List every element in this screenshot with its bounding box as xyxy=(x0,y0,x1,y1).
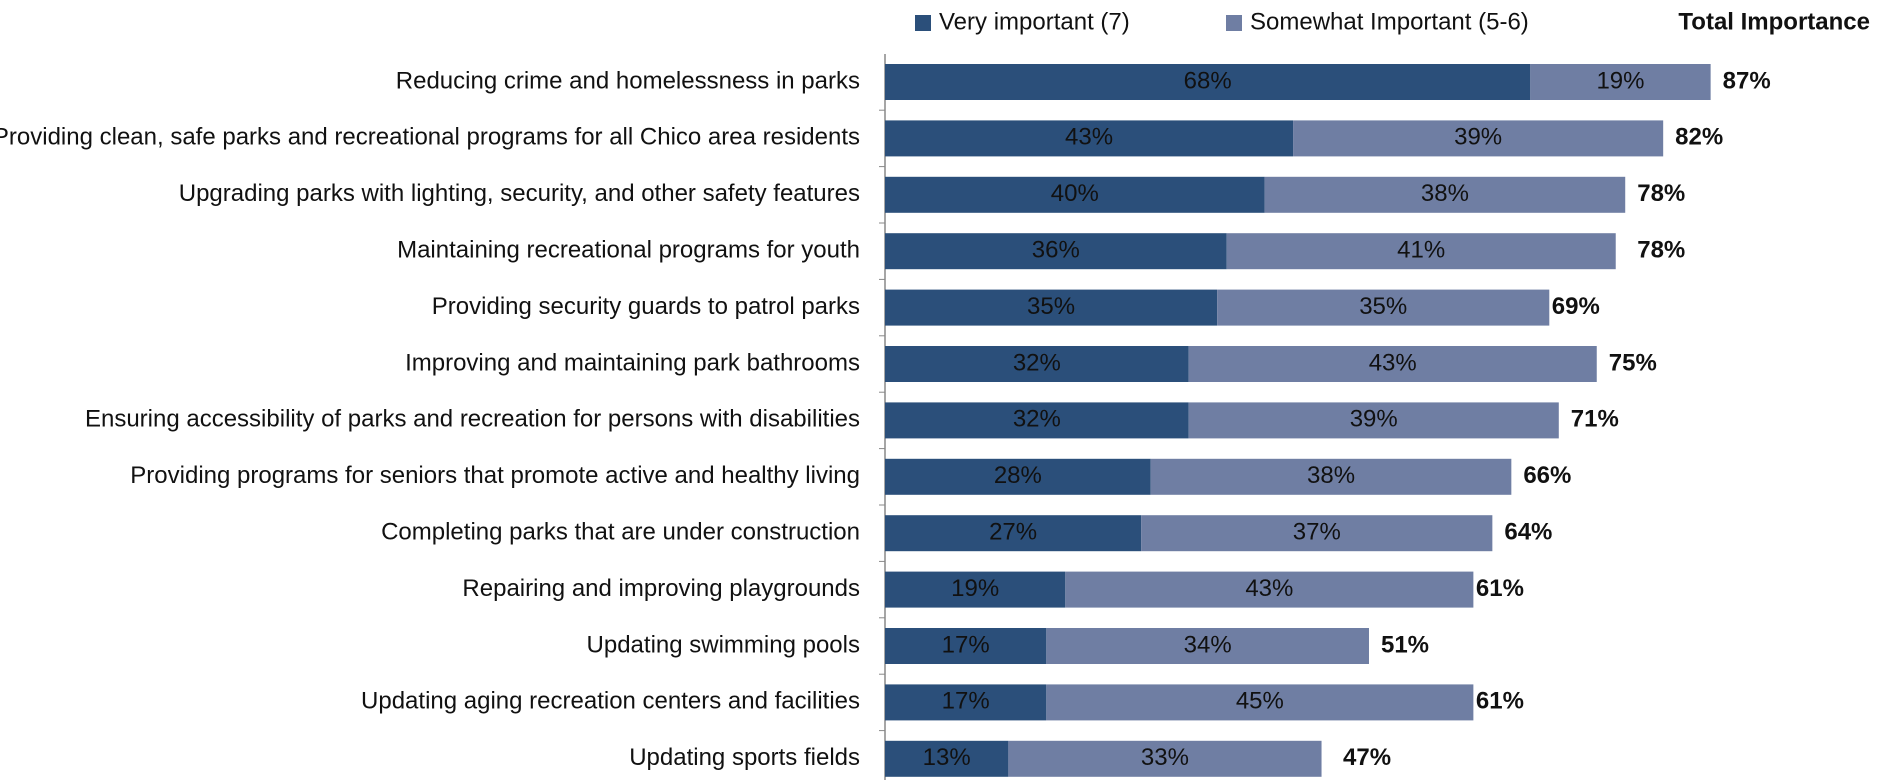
bar-segment xyxy=(1217,289,1550,326)
category-label: Upgrading parks with lighting, security,… xyxy=(179,180,860,207)
value-label: 41% xyxy=(1397,237,1445,264)
legend-label: Somewhat Important (5-6) xyxy=(1250,8,1529,35)
total-label: 69% xyxy=(1552,293,1600,320)
value-label: 28% xyxy=(994,462,1042,489)
bar-segment xyxy=(885,684,1047,721)
bar-segment xyxy=(885,515,1142,552)
category-label: Completing parks that are under construc… xyxy=(381,519,860,546)
bar-segment xyxy=(1293,120,1664,157)
total-label: 82% xyxy=(1675,124,1723,151)
value-label: 37% xyxy=(1293,519,1341,546)
category-label: Updating aging recreation centers and fa… xyxy=(361,688,860,715)
value-label: 35% xyxy=(1027,293,1075,320)
bar-segment xyxy=(1530,64,1711,100)
category-label: Maintaining recreational programs for yo… xyxy=(397,237,860,264)
total-label: 61% xyxy=(1476,575,1524,602)
category-label: Ensuring accessibility of parks and recr… xyxy=(85,406,860,433)
total-label: 66% xyxy=(1523,462,1571,489)
value-label: 39% xyxy=(1350,406,1398,433)
value-label: 38% xyxy=(1307,462,1355,489)
bar-segment xyxy=(1008,740,1322,777)
bar-segment xyxy=(885,233,1227,270)
value-label: 19% xyxy=(951,575,999,602)
value-label: 36% xyxy=(1032,237,1080,264)
total-label: 51% xyxy=(1381,631,1429,658)
totals-title: Total Importance xyxy=(1678,8,1870,35)
value-label: 32% xyxy=(1013,406,1061,433)
bar-segment xyxy=(885,346,1189,382)
value-label: 38% xyxy=(1421,180,1469,207)
value-label: 45% xyxy=(1236,688,1284,715)
total-label: 64% xyxy=(1504,519,1552,546)
value-label: 17% xyxy=(942,631,990,658)
value-label: 43% xyxy=(1065,124,1113,151)
total-label: 61% xyxy=(1476,688,1524,715)
bar-segment xyxy=(885,402,1189,439)
value-label: 35% xyxy=(1359,293,1407,320)
value-label: 27% xyxy=(989,519,1037,546)
value-label: 39% xyxy=(1454,124,1502,151)
total-label: 78% xyxy=(1637,180,1685,207)
bar-segment xyxy=(1150,458,1512,495)
total-label: 75% xyxy=(1609,349,1657,376)
value-label: 68% xyxy=(1184,67,1232,94)
value-label: 34% xyxy=(1184,631,1232,658)
legend-swatch xyxy=(1226,15,1242,31)
legend-swatch xyxy=(915,15,931,31)
category-label: Repairing and improving playgrounds xyxy=(462,575,860,602)
bar-segment xyxy=(885,120,1294,157)
bar-segment xyxy=(1141,515,1493,552)
bar-segment xyxy=(885,571,1066,608)
bar-segment xyxy=(885,628,1047,664)
value-label: 43% xyxy=(1369,349,1417,376)
bar-segment xyxy=(885,176,1265,213)
bar-segment xyxy=(1046,628,1369,664)
category-label: Reducing crime and homelessness in parks xyxy=(396,67,860,94)
category-label: Providing programs for seniors that prom… xyxy=(130,462,860,489)
total-label: 78% xyxy=(1637,237,1685,264)
legend-label: Very important (7) xyxy=(939,8,1130,35)
bar-segment xyxy=(1188,346,1597,382)
category-label: Improving and maintaining park bathrooms xyxy=(405,349,860,376)
value-label: 19% xyxy=(1596,67,1644,94)
bar-segment xyxy=(885,289,1218,326)
bar-segment xyxy=(1226,233,1616,270)
bar-segment xyxy=(1046,684,1474,721)
total-label: 87% xyxy=(1723,67,1771,94)
value-label: 13% xyxy=(923,744,971,771)
value-label: 33% xyxy=(1141,744,1189,771)
category-label: Updating sports fields xyxy=(629,744,860,771)
value-label: 43% xyxy=(1245,575,1293,602)
value-label: 40% xyxy=(1051,180,1099,207)
bar-segment xyxy=(885,64,1531,100)
bar-segment xyxy=(885,458,1151,495)
bar-segment xyxy=(1264,176,1626,213)
value-label: 32% xyxy=(1013,349,1061,376)
total-label: 71% xyxy=(1571,406,1619,433)
category-label: Providing security guards to patrol park… xyxy=(432,293,860,320)
bar-segment xyxy=(1188,402,1559,439)
category-label: Providing clean, safe parks and recreati… xyxy=(0,124,860,151)
bar-segment xyxy=(1065,571,1474,608)
total-label: 47% xyxy=(1343,744,1391,771)
value-label: 17% xyxy=(942,688,990,715)
bar-segment xyxy=(885,740,1009,777)
category-label: Updating swimming pools xyxy=(587,631,860,658)
